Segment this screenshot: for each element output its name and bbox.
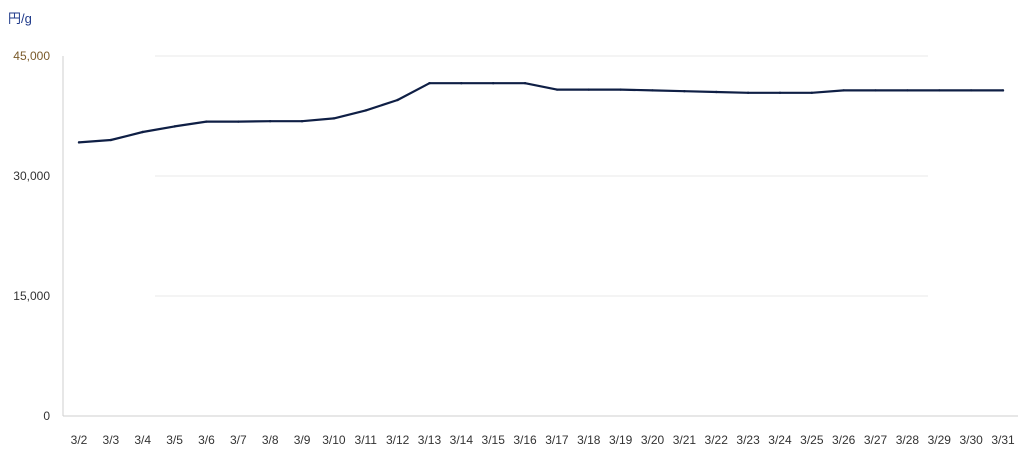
x-tick-label: 3/17 [545,433,569,447]
x-tick-label: 3/16 [513,433,537,447]
series-line [77,82,1005,144]
x-tick-label: 3/19 [609,433,633,447]
data-point [523,82,527,85]
x-tick-label: 3/5 [166,433,183,447]
data-point [1001,89,1005,92]
x-tick-label: 3/24 [768,433,792,447]
x-tick-label: 3/21 [673,433,697,447]
x-tick-label: 3/8 [262,433,279,447]
data-point [268,120,272,123]
x-tick-label: 3/13 [418,433,442,447]
x-tick-label: 3/18 [577,433,601,447]
y-tick-label: 45,000 [13,49,50,63]
x-tick-label: 3/7 [230,433,247,447]
data-point [715,90,718,94]
x-tick-label: 3/11 [355,433,378,447]
data-point [396,98,399,102]
data-point [683,90,686,93]
x-tick-label: 3/27 [864,433,888,447]
x-tick-label: 3/28 [896,433,920,447]
data-point [173,125,176,128]
x-tick-label: 3/29 [928,433,952,447]
data-point [428,82,431,85]
data-point [746,91,750,95]
x-tick-label: 3/9 [294,433,311,447]
y-tick-label: 15,000 [13,289,50,303]
y-unit-label: 円/g [8,11,32,26]
x-tick-label: 3/10 [322,433,346,447]
x-tick-label: 3/2 [71,433,88,447]
data-point [77,141,81,144]
data-point [810,91,814,95]
data-point [237,120,240,123]
data-point [906,89,909,92]
x-tick-label: 3/25 [800,433,824,447]
x-tick-label: 3/3 [103,433,120,447]
data-point [651,89,654,92]
x-tick-label: 3/31 [991,433,1015,447]
x-tick-label: 3/30 [959,433,983,447]
x-tick-label: 3/20 [641,433,665,447]
data-point [109,138,113,142]
data-point [141,130,144,134]
x-tick-label: 3/26 [832,433,856,447]
x-tick-label: 3/14 [450,433,474,447]
x-tick-label: 3/15 [482,433,506,447]
data-point [587,88,590,91]
data-point [778,91,782,95]
x-tick-label: 3/23 [736,433,760,447]
x-tick-label: 3/6 [198,433,215,447]
data-point [874,89,877,92]
y-tick-label: 30,000 [13,169,50,183]
data-point [842,89,845,92]
y-tick-label: 0 [43,409,50,423]
data-point [332,117,336,120]
x-tick-label: 3/22 [705,433,729,447]
data-point [300,120,304,123]
x-tick-label: 3/12 [386,433,410,447]
data-point [364,109,367,112]
data-point [555,88,559,91]
data-point [969,89,973,92]
data-point [938,89,941,92]
data-point [205,120,208,123]
data-point [492,82,495,85]
x-tick-label: 3/4 [134,433,151,447]
data-point [619,88,622,91]
data-point [460,82,463,85]
